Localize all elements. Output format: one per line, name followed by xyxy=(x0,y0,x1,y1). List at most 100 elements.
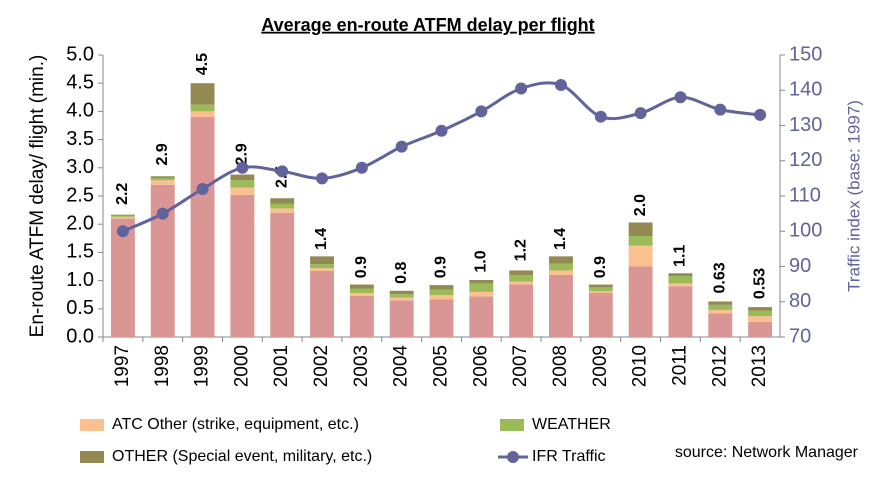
traffic-point xyxy=(674,91,687,104)
bar-segment xyxy=(708,309,733,314)
total-label: 2.9 xyxy=(234,143,251,165)
total-label: 1.0 xyxy=(473,250,490,272)
bar-segment xyxy=(429,289,454,296)
traffic-point xyxy=(276,165,289,178)
y2-tick-label: 80 xyxy=(789,290,811,312)
total-label: 1.2 xyxy=(512,239,529,261)
bar-segment xyxy=(708,301,733,305)
y2-tick-label: 110 xyxy=(789,184,821,206)
x-tick-label: 2005 xyxy=(431,345,452,387)
total-label: 2.2 xyxy=(114,183,131,205)
bar-segment xyxy=(588,291,613,294)
bar-segment xyxy=(150,184,175,337)
chart-title: Average en-route ATFM delay per flight xyxy=(261,15,594,35)
traffic-point xyxy=(355,161,368,174)
bar-segment xyxy=(230,174,255,181)
bar-segment xyxy=(389,290,414,295)
y2-tick-label: 140 xyxy=(789,79,822,101)
x-tick-label: 2004 xyxy=(391,345,412,388)
traffic-point xyxy=(116,225,129,238)
bar-segment xyxy=(270,208,295,213)
bar-segment xyxy=(588,287,613,292)
x-tick-label: 2013 xyxy=(749,345,770,387)
bar-segment xyxy=(748,310,773,317)
traffic-point xyxy=(634,107,647,120)
y-tick-label: 2.5 xyxy=(66,184,94,206)
bar-segment xyxy=(150,176,175,178)
legend-swatch xyxy=(80,419,104,431)
total-label: 4.5 xyxy=(194,53,211,75)
traffic-point xyxy=(594,110,607,123)
traffic-point xyxy=(156,207,169,220)
x-tick-label: 2001 xyxy=(271,345,292,387)
bar-segment xyxy=(150,177,175,181)
bar-segment xyxy=(150,180,175,185)
bar-segment xyxy=(110,215,135,217)
bar-segment xyxy=(708,313,733,337)
traffic-point xyxy=(754,108,767,121)
traffic-point xyxy=(554,78,567,91)
y2-tick-label: 70 xyxy=(789,325,811,347)
x-tick-label: 2007 xyxy=(510,345,531,387)
total-label: 0.9 xyxy=(592,256,609,278)
bar-segment xyxy=(230,187,255,195)
total-label: 0.9 xyxy=(353,256,370,278)
traffic-point xyxy=(395,140,408,153)
legend-label: OTHER (Special event, military, etc.) xyxy=(112,448,372,465)
bar-segment xyxy=(748,321,773,337)
bar-segment xyxy=(549,263,573,271)
bar-segment xyxy=(588,284,613,288)
bar-segment xyxy=(310,271,334,337)
bar-segment xyxy=(230,180,255,188)
y-tick-label: 2.0 xyxy=(66,212,94,234)
bar-segment xyxy=(628,266,653,337)
bar-segment xyxy=(349,284,374,289)
bar-segment xyxy=(549,274,573,337)
x-tick-label: 1997 xyxy=(112,345,133,387)
legend-label: WEATHER xyxy=(532,416,611,433)
bar-segment xyxy=(469,283,494,292)
total-label: 2.9 xyxy=(154,143,171,165)
bar-segment xyxy=(469,296,494,337)
bar-segment xyxy=(748,307,773,311)
x-tick-label: 2012 xyxy=(709,345,730,387)
y2-axis-label: Traffic index (base: 1997) xyxy=(844,100,863,292)
bar-segment xyxy=(668,283,693,287)
total-label: 0.8 xyxy=(393,262,410,284)
bar-segment xyxy=(310,268,334,272)
bar-segment xyxy=(389,297,414,301)
bar-segment xyxy=(230,194,255,337)
bar-segment xyxy=(509,281,534,285)
bar-segment xyxy=(708,304,733,310)
bar-segment xyxy=(509,284,534,337)
total-label: 1.4 xyxy=(552,228,569,250)
y-tick-label: 0.0 xyxy=(66,325,94,347)
legend-label: ATC Other (strike, equipment, etc.) xyxy=(112,416,359,433)
total-label: 1.1 xyxy=(672,245,689,267)
y2-tick-label: 120 xyxy=(789,149,822,171)
y-tick-label: 1.0 xyxy=(66,269,94,291)
bar-segment xyxy=(349,295,374,337)
bar-segment xyxy=(190,117,215,337)
y-tick-label: 0.5 xyxy=(66,297,94,319)
y-tick-label: 3.5 xyxy=(66,128,94,150)
bar-segment xyxy=(429,285,454,290)
bar-segment xyxy=(310,264,334,269)
traffic-point xyxy=(236,161,249,174)
y2-tick-label: 150 xyxy=(789,43,822,65)
bar-segment xyxy=(270,212,295,337)
legend-swatch xyxy=(80,451,104,463)
traffic-point xyxy=(714,103,727,116)
y-tick-label: 3.0 xyxy=(66,156,94,178)
x-tick-label: 2009 xyxy=(590,345,611,387)
total-label: 2.0 xyxy=(632,194,649,216)
bar-segment xyxy=(349,293,374,296)
bar-segment xyxy=(270,203,295,209)
total-label: 0.63 xyxy=(711,262,728,293)
x-tick-label: 2010 xyxy=(630,345,651,387)
bar-segment xyxy=(549,270,573,275)
bar-segment xyxy=(110,218,135,337)
bar-segment xyxy=(668,276,693,284)
y-tick-label: 4.0 xyxy=(66,100,94,122)
